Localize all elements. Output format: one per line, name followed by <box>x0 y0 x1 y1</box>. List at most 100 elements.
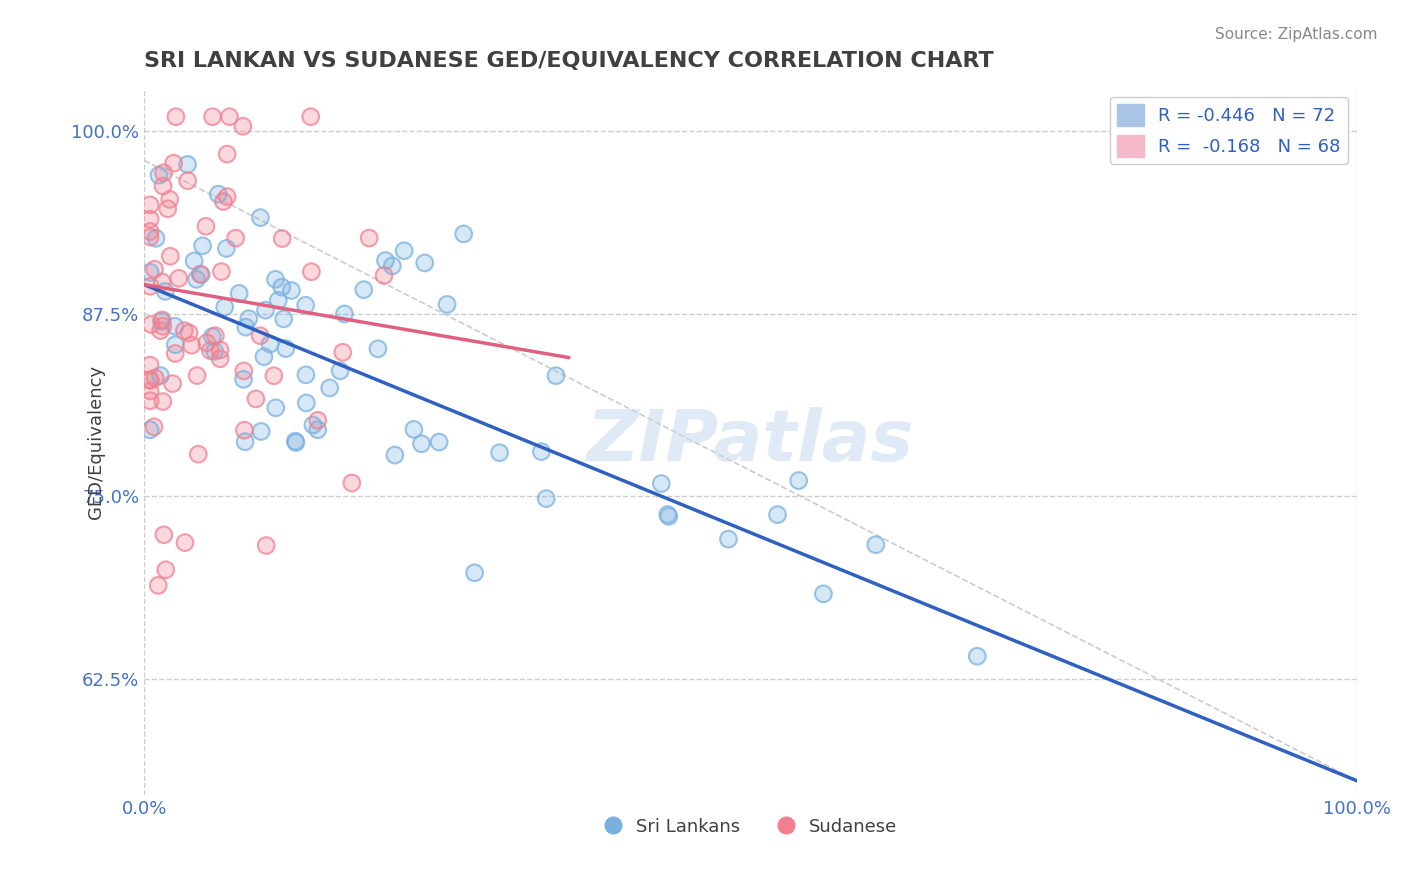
Point <box>155 563 177 577</box>
Point <box>217 189 239 203</box>
Legend: Sri Lankans, Sudanese: Sri Lankans, Sudanese <box>596 811 904 843</box>
Point <box>374 253 396 268</box>
Point <box>177 174 200 188</box>
Point <box>658 509 681 524</box>
Point <box>173 324 195 338</box>
Point <box>165 110 187 124</box>
Point <box>384 448 406 462</box>
Point <box>340 475 363 490</box>
Point <box>766 508 789 522</box>
Point <box>195 219 218 234</box>
Point <box>307 413 329 427</box>
Point <box>274 342 297 356</box>
Point <box>143 262 166 277</box>
Point <box>188 267 211 281</box>
Point <box>381 259 404 273</box>
Point <box>233 423 256 437</box>
Point <box>284 435 307 450</box>
Point <box>250 425 273 439</box>
Text: ZIPatlas: ZIPatlas <box>586 407 914 476</box>
Point <box>367 342 389 356</box>
Point <box>353 283 375 297</box>
Point <box>813 587 835 601</box>
Point <box>139 393 162 408</box>
Point <box>212 194 235 209</box>
Point <box>284 434 307 449</box>
Point <box>650 476 672 491</box>
Point <box>333 307 356 321</box>
Point <box>658 509 681 524</box>
Point <box>139 423 162 437</box>
Point <box>150 275 173 289</box>
Point <box>155 285 177 299</box>
Point <box>201 110 224 124</box>
Point <box>204 344 226 359</box>
Point <box>488 446 510 460</box>
Point <box>159 249 181 263</box>
Point <box>392 244 415 258</box>
Point <box>214 300 236 314</box>
Point <box>249 211 271 225</box>
Point <box>249 328 271 343</box>
Point <box>228 286 250 301</box>
Point <box>464 566 486 580</box>
Point <box>204 328 226 343</box>
Point <box>813 587 835 601</box>
Point <box>149 324 172 338</box>
Point <box>267 293 290 308</box>
Point <box>273 311 295 326</box>
Point <box>787 474 810 488</box>
Point <box>186 272 208 286</box>
Point <box>156 202 179 216</box>
Point <box>650 476 672 491</box>
Point <box>215 242 238 256</box>
Point <box>155 563 177 577</box>
Point <box>165 337 187 351</box>
Point <box>263 368 285 383</box>
Text: Source: ZipAtlas.com: Source: ZipAtlas.com <box>1215 27 1378 42</box>
Point <box>167 271 190 285</box>
Point <box>374 253 396 268</box>
Point <box>384 448 406 462</box>
Point <box>235 320 257 334</box>
Point <box>299 265 322 279</box>
Point <box>218 110 240 124</box>
Point <box>148 578 170 592</box>
Point <box>139 384 162 398</box>
Point <box>139 265 162 279</box>
Point <box>201 110 224 124</box>
Point <box>225 231 247 245</box>
Point <box>307 423 329 437</box>
Point <box>333 307 356 321</box>
Point <box>143 420 166 434</box>
Point <box>787 474 810 488</box>
Point <box>250 425 273 439</box>
Point <box>273 311 295 326</box>
Point <box>353 283 375 297</box>
Point <box>180 338 202 352</box>
Point <box>253 350 276 364</box>
Point <box>280 284 302 298</box>
Point <box>294 298 316 312</box>
Point <box>139 198 162 212</box>
Text: SRI LANKAN VS SUDANESE GED/EQUIVALENCY CORRELATION CHART: SRI LANKAN VS SUDANESE GED/EQUIVALENCY C… <box>143 51 994 70</box>
Point <box>209 264 232 278</box>
Point <box>173 324 195 338</box>
Point <box>200 343 222 358</box>
Point <box>150 313 173 327</box>
Point <box>302 418 325 433</box>
Point <box>238 311 260 326</box>
Point <box>413 256 436 270</box>
Point <box>299 110 322 124</box>
Point <box>150 314 173 328</box>
Point <box>259 337 281 351</box>
Point <box>139 393 162 408</box>
Point <box>228 286 250 301</box>
Point <box>159 193 181 207</box>
Point <box>295 368 318 382</box>
Point <box>150 313 173 327</box>
Point <box>218 110 240 124</box>
Point <box>544 368 567 383</box>
Point <box>280 284 302 298</box>
Point <box>249 211 271 225</box>
